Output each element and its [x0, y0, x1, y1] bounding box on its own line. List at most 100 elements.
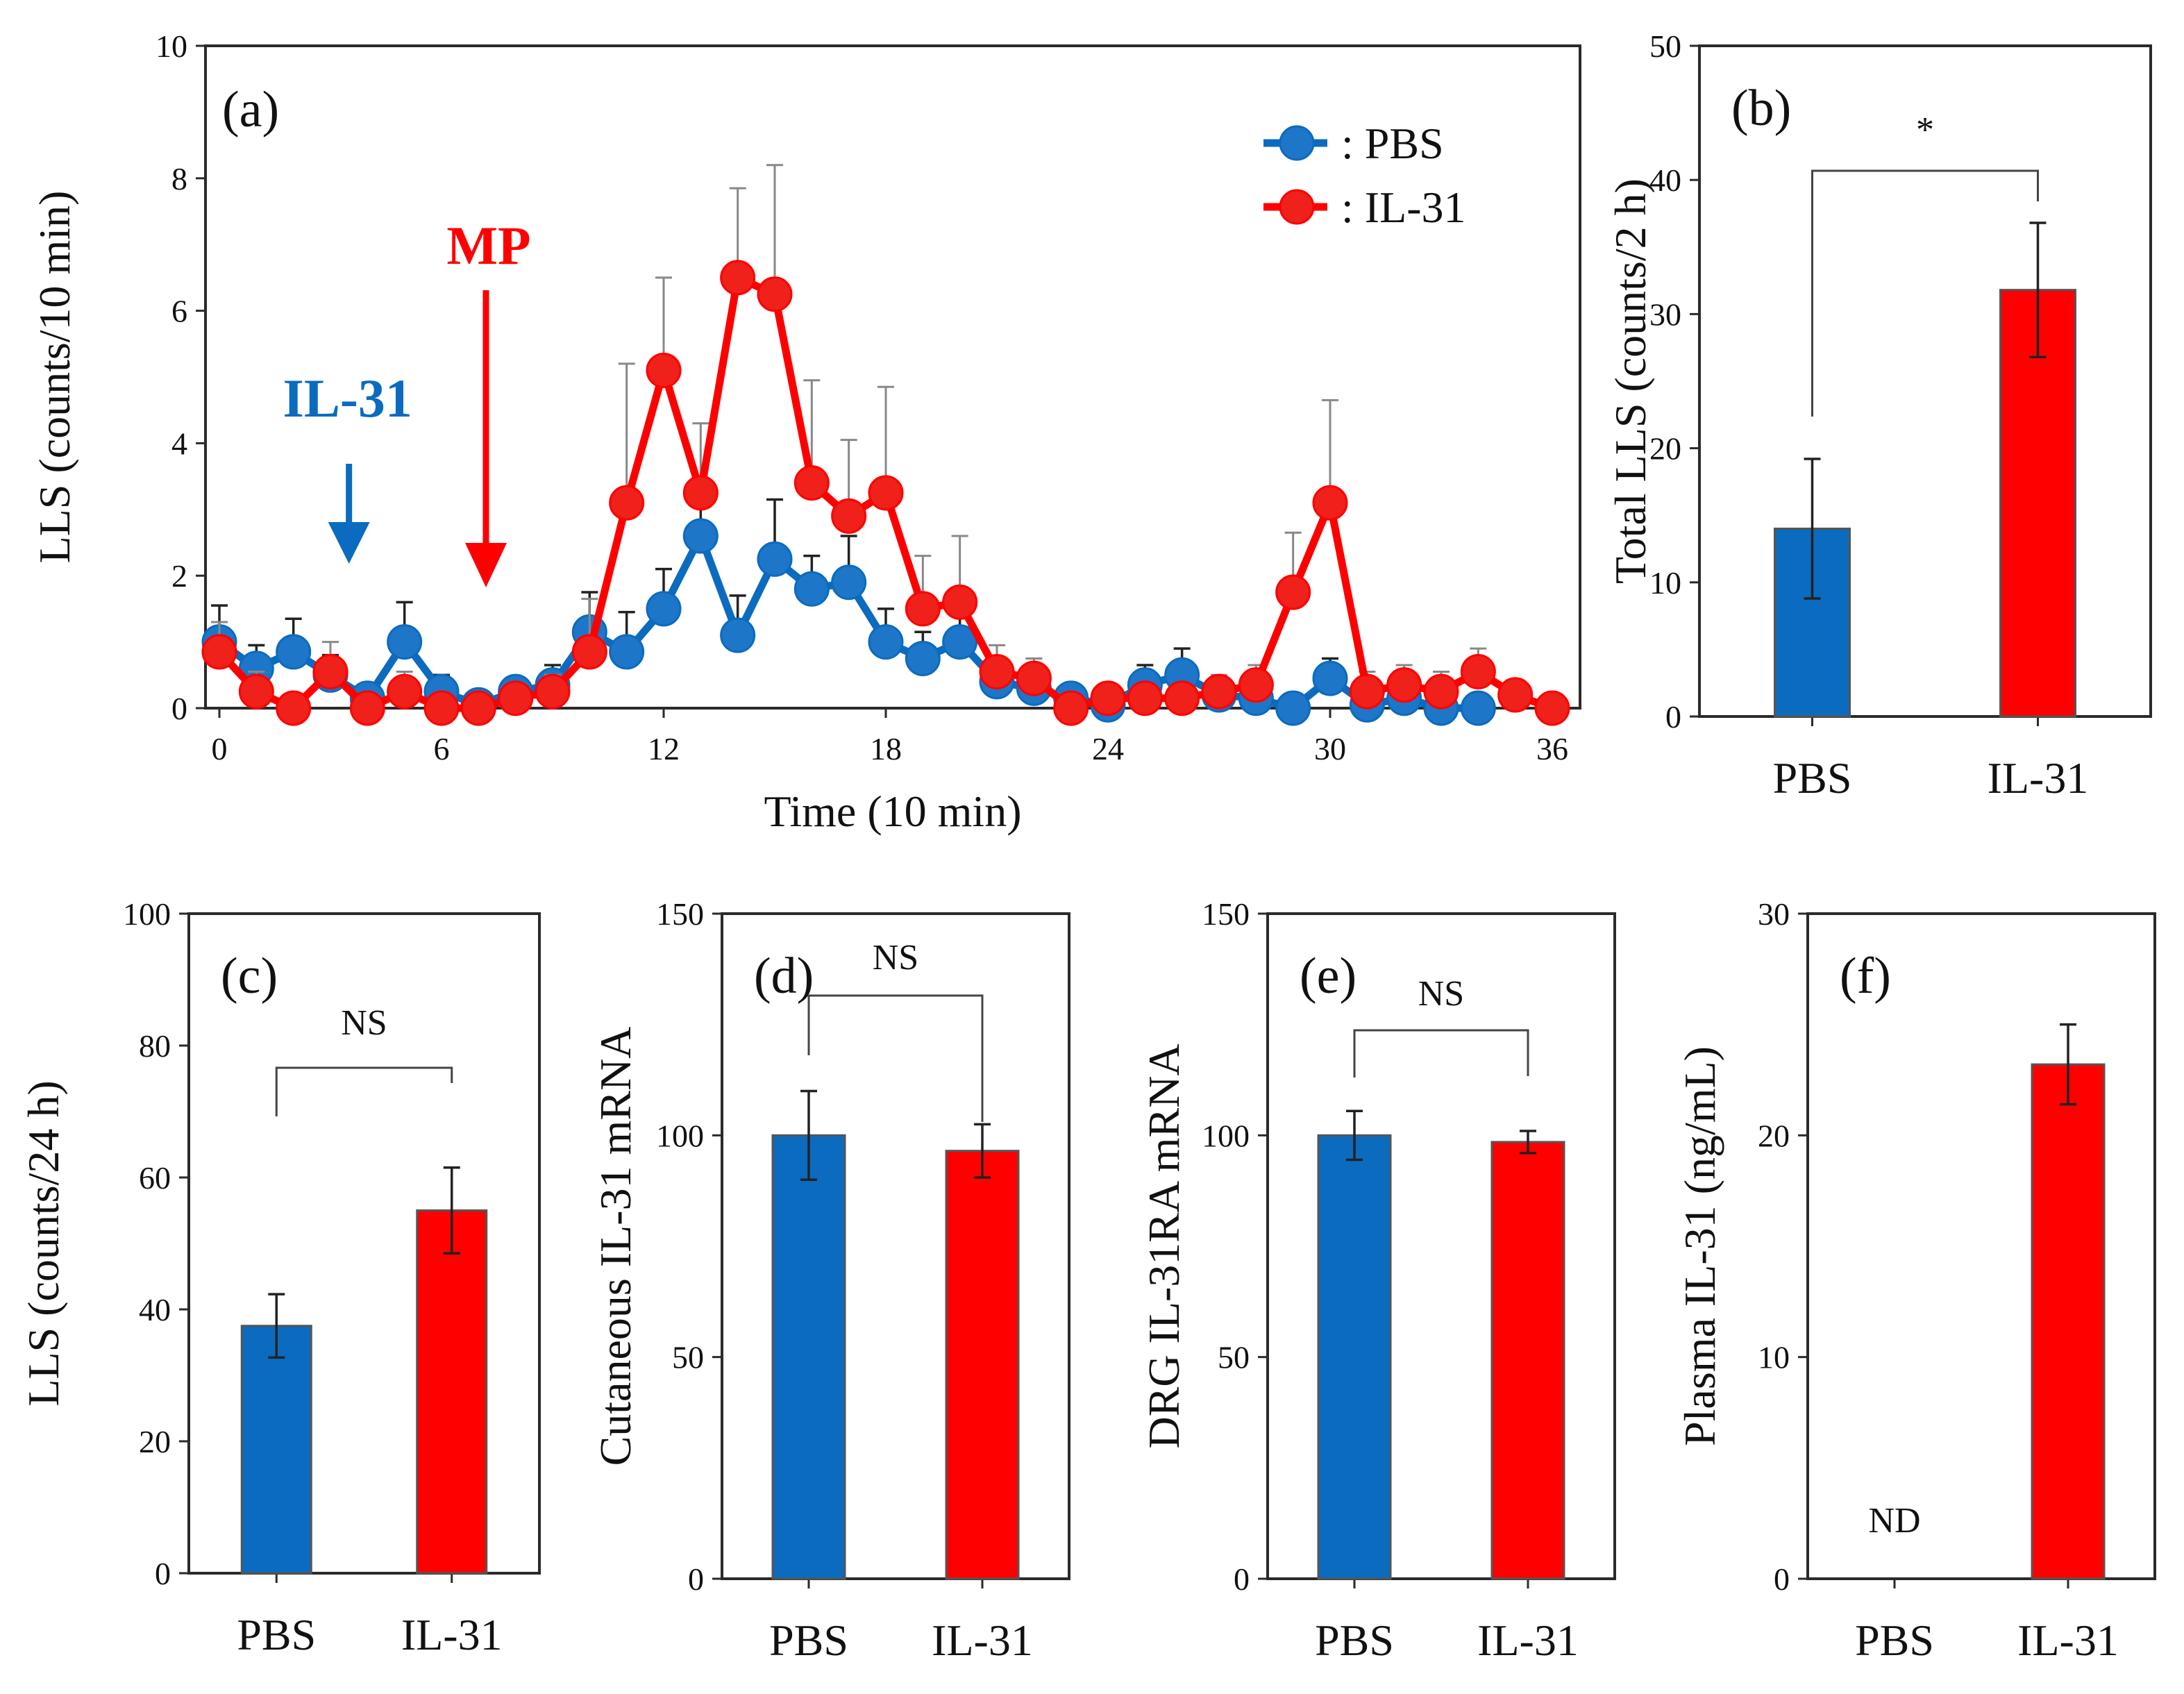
- data-point: [942, 584, 978, 620]
- data-point: [349, 690, 385, 726]
- data-point: [1460, 654, 1496, 690]
- bar-il-31: [1490, 1141, 1565, 1580]
- y-tick-label: 20: [1649, 431, 1681, 467]
- significance-label: NS: [1418, 974, 1464, 1014]
- y-axis-label: LLS (counts/10 min): [30, 191, 79, 564]
- x-tick-label: PBS: [237, 1610, 316, 1659]
- x-tick-label: 18: [870, 731, 902, 766]
- y-tick-label: 0: [171, 691, 187, 726]
- data-point: [720, 260, 756, 296]
- data-point: [646, 352, 682, 388]
- bar-pbs: [771, 1134, 846, 1580]
- x-tick-label: 6: [434, 731, 450, 766]
- data-point: [460, 690, 496, 726]
- y-tick-label: 20: [139, 1424, 171, 1459]
- data-point: [757, 276, 793, 312]
- data-point: [1386, 667, 1422, 703]
- y-tick-label: 100: [1202, 1118, 1250, 1153]
- data-point: [498, 680, 534, 716]
- significance-bracket: [1353, 1029, 1529, 1077]
- data-point: [1349, 673, 1385, 710]
- data-point: [1201, 673, 1237, 710]
- y-tick-label: 6: [171, 294, 187, 329]
- y-axis-label: LLS (counts/24 h): [19, 1080, 68, 1406]
- significance-bracket: [275, 1066, 453, 1116]
- panel-label: (d): [754, 948, 814, 1005]
- x-tick-label: PBS: [1315, 1616, 1394, 1665]
- data-point: [793, 465, 830, 501]
- significance-label: NS: [873, 938, 918, 978]
- bar-il-31: [945, 1150, 1020, 1580]
- arrow-il31-head: [328, 522, 370, 564]
- x-tick-label: 36: [1536, 731, 1568, 766]
- panel-label: (e): [1300, 948, 1356, 1005]
- data-point: [979, 654, 1015, 690]
- data-point: [276, 690, 312, 726]
- data-point: [387, 624, 423, 660]
- data-point: [905, 640, 941, 676]
- bar-il-31: [416, 1209, 488, 1575]
- missing-label: ND: [1868, 1501, 1920, 1541]
- bar-il-31: [2031, 1063, 2106, 1580]
- data-point: [793, 571, 830, 607]
- plot-frame: [1698, 44, 2152, 718]
- x-tick-label: IL-31: [932, 1616, 1033, 1665]
- series-il-31: [201, 164, 1570, 726]
- bar-pbs: [1317, 1134, 1392, 1580]
- arrow-mp-head: [465, 543, 507, 587]
- x-tick-label: IL-31: [401, 1610, 503, 1659]
- data-point: [757, 541, 793, 577]
- y-tick-label: 40: [139, 1292, 171, 1327]
- data-point: [1275, 690, 1311, 726]
- data-point: [423, 690, 460, 726]
- y-tick-label: 40: [1649, 162, 1681, 198]
- y-axis-label: Plasma IL-31 (ng/mL): [1675, 1046, 1724, 1446]
- y-tick-label: 80: [139, 1028, 171, 1064]
- y-axis-label: Cutaneous IL-31 mRNA: [591, 1027, 640, 1466]
- data-point: [571, 634, 607, 670]
- x-tick-label: PBS: [1773, 753, 1852, 803]
- data-point: [1127, 680, 1163, 716]
- plot-frame: [204, 44, 1581, 710]
- annotation-mp: MP: [446, 215, 530, 276]
- y-tick-label: 150: [656, 896, 704, 932]
- significance-bracket: [1811, 169, 2039, 417]
- data-point: [201, 634, 237, 670]
- legend-marker: [1279, 189, 1315, 225]
- y-tick-label: 0: [688, 1561, 704, 1597]
- x-tick-label: 24: [1092, 731, 1124, 766]
- data-point: [609, 485, 645, 521]
- plot-frame: [1266, 912, 1616, 1580]
- y-tick-label: 150: [1202, 896, 1250, 932]
- y-tick-label: 0: [1774, 1561, 1790, 1597]
- panel-e: 0 50 100 150 DRG IL-31RA mRNA (e) PBS IL-31 NS: [1139, 896, 1616, 1665]
- data-point: [1275, 574, 1311, 610]
- data-point: [1016, 660, 1052, 696]
- legend: : PBS : IL-31: [1263, 119, 1466, 232]
- data-point: [868, 624, 904, 660]
- data-point: [1164, 680, 1200, 716]
- y-tick-label: 4: [171, 426, 187, 461]
- data-point: [720, 617, 756, 653]
- y-tick-label: 30: [1649, 296, 1681, 332]
- y-axis-label: Total LLS (counts/2 h): [1606, 178, 1655, 584]
- panel-label: (b): [1731, 80, 1791, 137]
- y-axis-label: DRG IL-31RA mRNA: [1139, 1043, 1188, 1448]
- y-tick-label: 2: [171, 558, 187, 594]
- significance-bracket: [807, 994, 984, 1122]
- legend-label: : PBS: [1341, 119, 1444, 168]
- y-tick-label: 0: [155, 1556, 171, 1591]
- data-point: [387, 673, 423, 710]
- y-tick-label: 0: [1665, 699, 1681, 735]
- y-tick-label: 50: [672, 1340, 704, 1375]
- bar-il-31: [1999, 289, 2076, 718]
- panel-c: 0 20 40 60 80 100 LLS (counts/24 h) (c) PBS IL-31…: [19, 896, 541, 1659]
- data-point: [535, 673, 571, 710]
- significance-label: *: [1916, 110, 1934, 150]
- data-point: [1238, 667, 1274, 703]
- data-point: [1497, 677, 1534, 713]
- x-tick-label: PBS: [769, 1616, 848, 1665]
- legend-label: : IL-31: [1341, 183, 1466, 232]
- y-tick-label: 100: [656, 1118, 704, 1153]
- y-tick-label: 20: [1758, 1118, 1790, 1153]
